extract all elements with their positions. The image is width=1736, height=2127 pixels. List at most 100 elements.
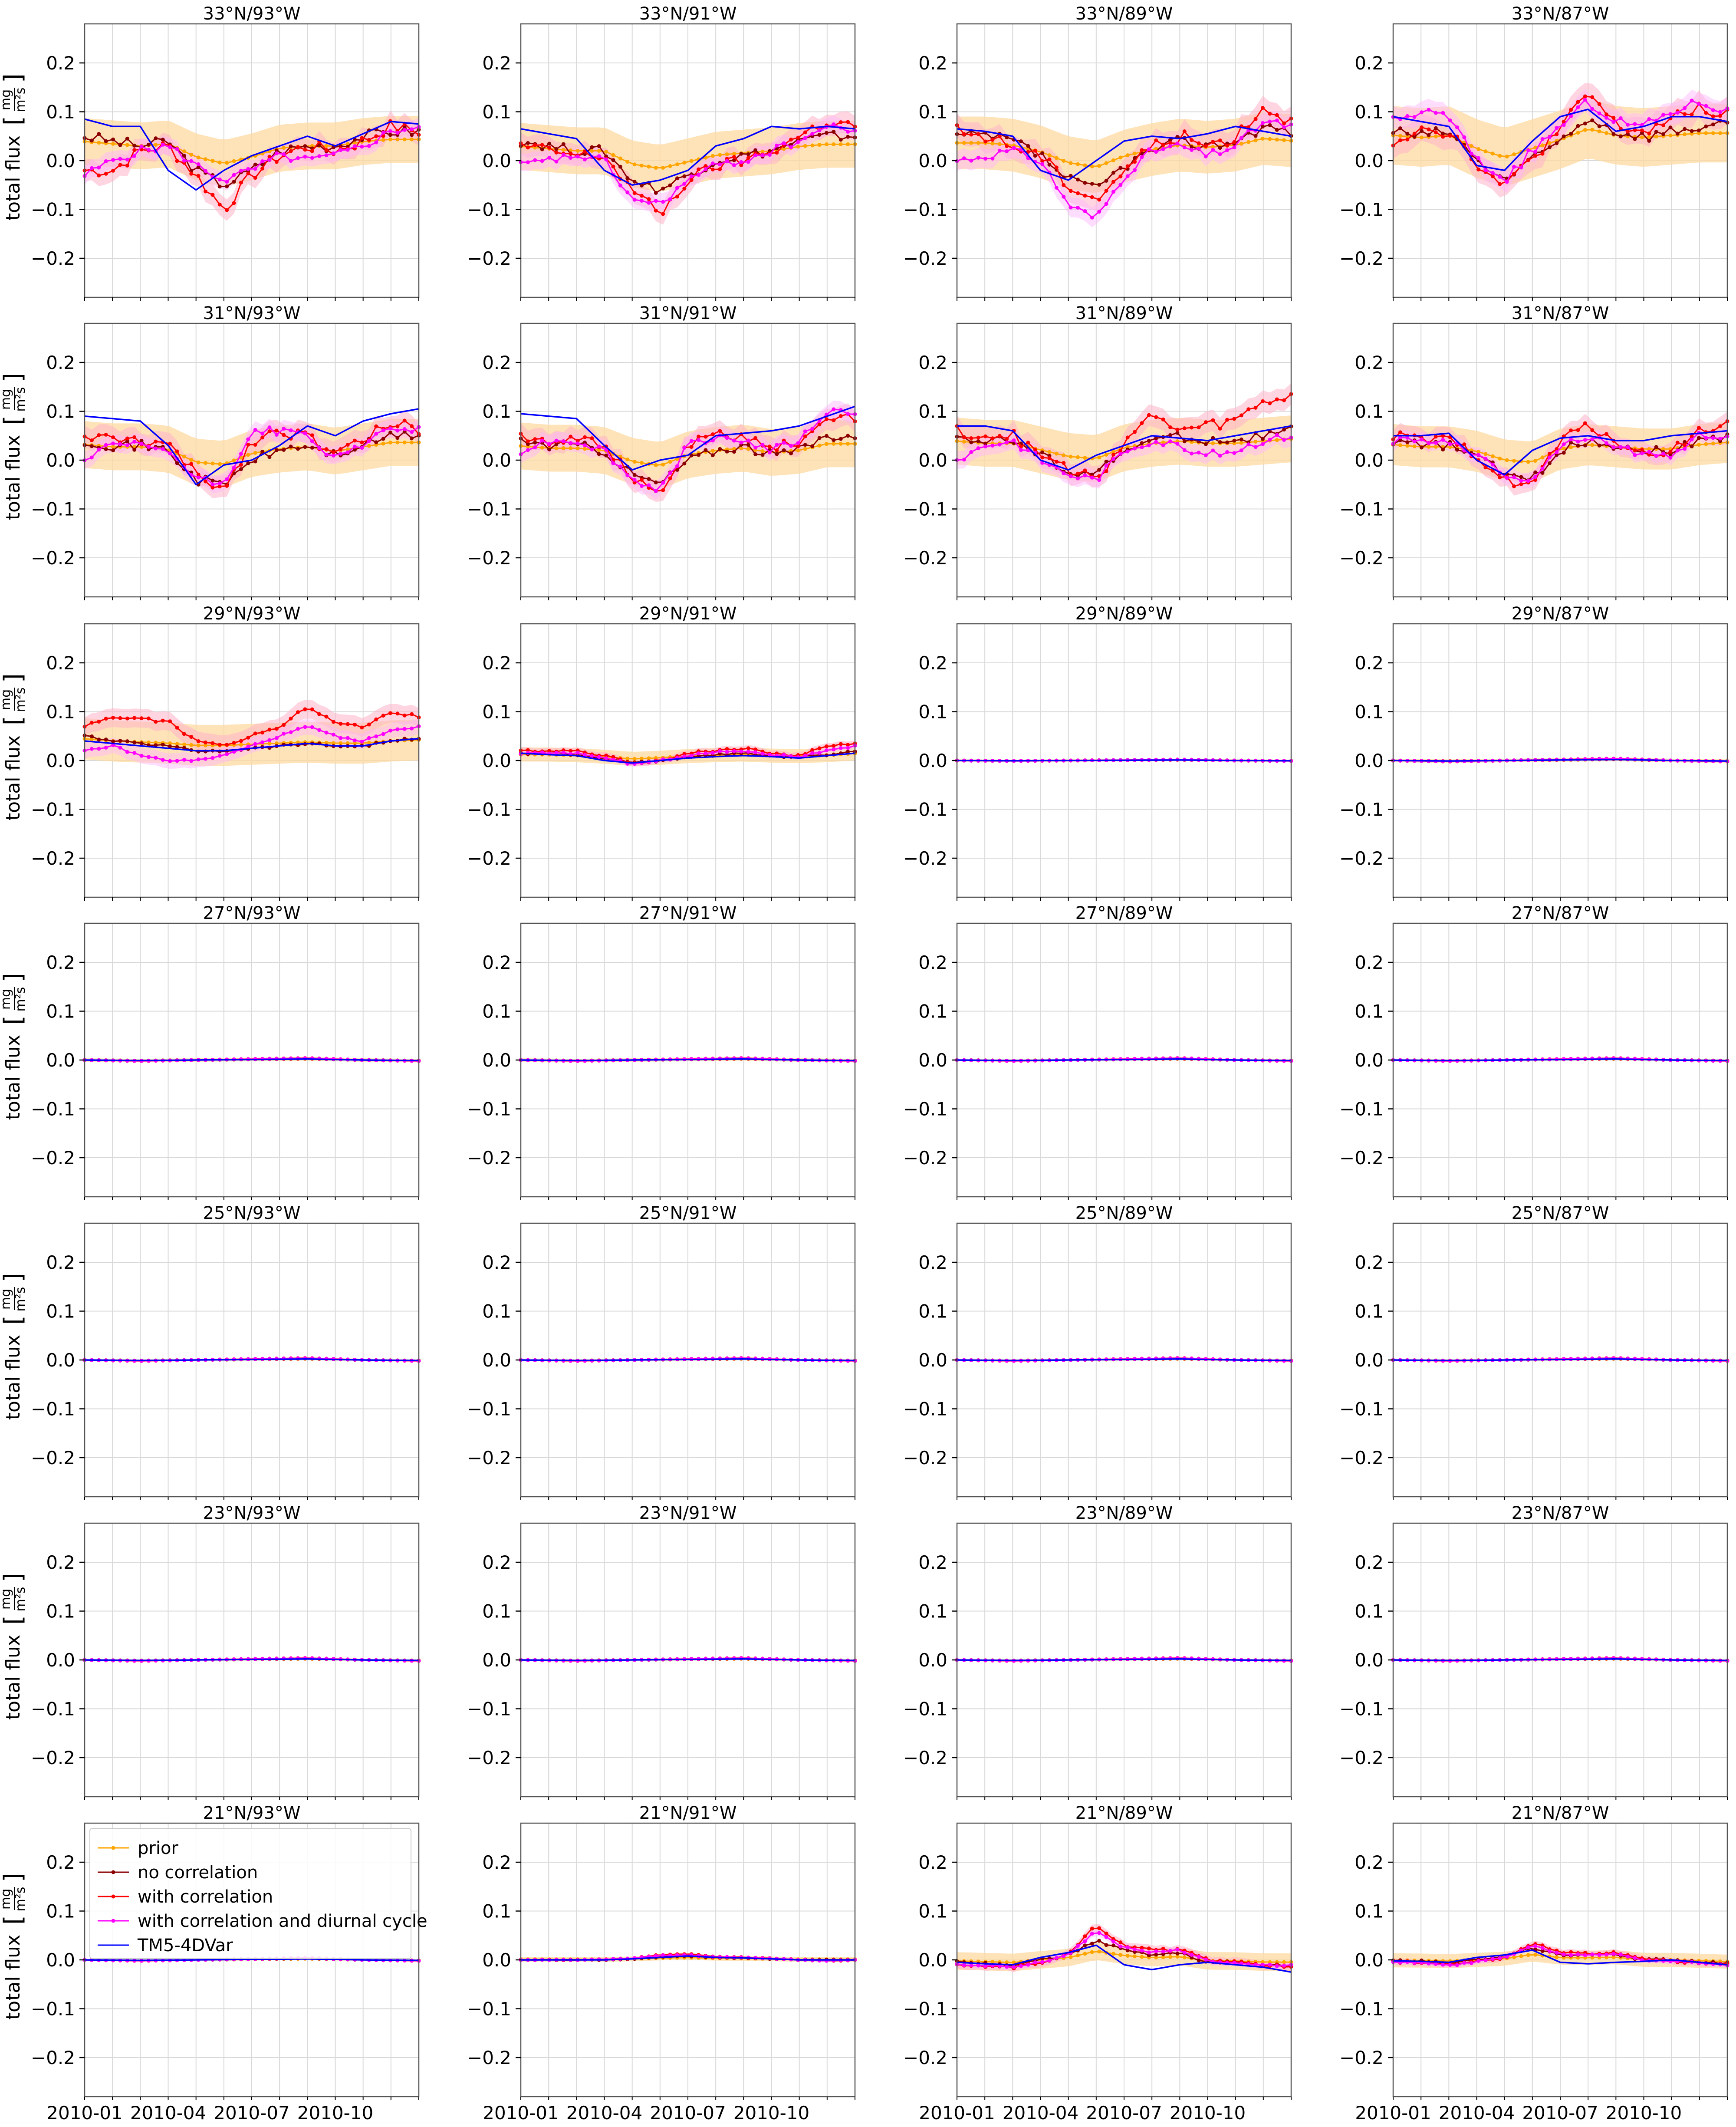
series-no-correlation-point (1218, 440, 1222, 444)
series-diurnal-point (410, 127, 414, 132)
series-with-correlation-point (410, 712, 414, 716)
series-diurnal-point (803, 429, 807, 434)
series-prior-point (1448, 445, 1452, 449)
series-prior-point (111, 142, 115, 146)
series-prior-point (1125, 153, 1130, 158)
series-no-correlation-point (104, 447, 108, 451)
panel-31°N/93°W: 31°N/93°W −0.2 −0.1 0.0 0.1 0.2 total flux mg m²… (0, 303, 421, 600)
series-diurnal-point (1668, 112, 1673, 116)
series-prior-point (1111, 158, 1115, 162)
series-with-correlation-point (1225, 418, 1230, 422)
series-no-correlation-point (146, 142, 151, 147)
y-tick-label: −0.1 (467, 1099, 511, 1120)
series-no-correlation-point (374, 440, 378, 444)
series-with-correlation-point (253, 176, 257, 180)
series-prior-point (89, 737, 94, 741)
series-with-correlation-point (253, 731, 257, 736)
y-tick-label: −0.1 (467, 1399, 511, 1420)
series-prior-point (1239, 142, 1243, 146)
series-diurnal-point (625, 190, 630, 194)
series-with-correlation-point (1253, 117, 1258, 121)
series-diurnal-point (139, 754, 144, 758)
series-diurnal-point (1562, 123, 1566, 127)
panel-29°N/87°W: 29°N/87°W −0.2 −0.1 0.0 0.1 0.2 (1339, 604, 1729, 901)
series-with-correlation-point (1576, 100, 1580, 104)
series-no-correlation-point (1427, 133, 1431, 137)
series-diurnal-point (104, 159, 108, 164)
series-no-correlation-point (168, 744, 172, 749)
series-no-correlation-point (625, 176, 630, 180)
prior-uncertainty-band (957, 112, 1291, 193)
series-diurnal-point (1005, 149, 1009, 153)
y-tick-label: 0.1 (1355, 102, 1384, 123)
series-prior-point (339, 741, 343, 745)
series-diurnal-point (168, 451, 172, 456)
series-prior-point (1512, 458, 1516, 463)
series-diurnal-point (697, 173, 701, 177)
series-diurnal-point (976, 446, 980, 451)
series-no-correlation-point (1562, 451, 1566, 455)
series-diurnal-point (1182, 448, 1187, 452)
series-with-correlation-point (654, 208, 658, 213)
panel-31°N/89°W: 31°N/89°W −0.2 −0.1 0.0 0.1 0.2 (903, 303, 1293, 600)
series-diurnal-point (1218, 152, 1222, 156)
series-with-correlation-point (1118, 449, 1123, 453)
series-with-correlation-point (647, 197, 651, 201)
series-tm5-4dvar (957, 425, 1292, 471)
series-prior-point (204, 157, 208, 161)
series-prior-point (604, 149, 608, 154)
series-diurnal-point (104, 443, 108, 447)
series-prior-point (760, 149, 765, 154)
series-no-correlation-point (210, 478, 215, 483)
series-diurnal-point (675, 186, 679, 190)
series-prior-point (1483, 149, 1488, 154)
series-diurnal-point (1718, 110, 1723, 114)
series-no-correlation-point (1441, 448, 1445, 452)
series-no-correlation-point (1104, 178, 1108, 183)
y-axis-label: total flux mg m²s [] (0, 73, 28, 221)
series-no-correlation-point (1555, 453, 1559, 457)
series-diurnal-point (760, 443, 765, 447)
series-with-correlation-point (168, 441, 172, 446)
y-tick-label: −0.1 (31, 499, 75, 520)
series-prior-point (1047, 153, 1052, 158)
series-no-correlation-point (217, 184, 222, 189)
y-tick-label: −0.2 (31, 1147, 75, 1169)
series-diurnal-point (1483, 456, 1488, 461)
series-with-correlation-point (1246, 407, 1251, 412)
series-prior-point (1405, 444, 1410, 448)
series-with-correlation-point (817, 422, 822, 427)
series-with-correlation-point (388, 711, 392, 715)
series-diurnal-point (345, 736, 350, 740)
series-diurnal-point (1711, 436, 1715, 440)
series-diurnal-point (962, 156, 966, 161)
y-tick-label: 0.2 (46, 53, 75, 74)
series-diurnal-point (1540, 467, 1545, 471)
series-prior-point (345, 741, 350, 745)
series-prior-point (1697, 442, 1701, 447)
series-prior-point (1569, 445, 1573, 450)
series-with-correlation-point (1640, 128, 1644, 132)
series-no-correlation-point (1140, 441, 1144, 445)
series-with-correlation-point (1718, 114, 1723, 118)
series-with-correlation-point (196, 472, 201, 477)
series-prior-point (1054, 451, 1059, 456)
series-with-correlation-point (1604, 432, 1608, 436)
series-with-correlation-point (339, 447, 343, 451)
series-no-correlation-point (832, 130, 836, 134)
series-prior-point (625, 458, 630, 462)
unit-bracket-left: [ (0, 1315, 27, 1325)
y-axis-unit-denominator: m²s (13, 688, 28, 712)
series-prior-point (1590, 443, 1595, 447)
series-diurnal-point (689, 754, 694, 758)
series-with-correlation-point (1661, 123, 1666, 128)
series-no-correlation-point (232, 180, 236, 184)
series-with-correlation-point (324, 714, 329, 719)
series-with-correlation-point (796, 135, 800, 140)
series-prior-point (832, 142, 836, 146)
series-diurnal-point (1604, 441, 1608, 445)
series-no-correlation-point (1218, 146, 1222, 150)
series-with-correlation-point (838, 120, 843, 124)
panel-title: 25°N/89°W (1075, 1203, 1173, 1223)
series-with-correlation-point (1090, 195, 1094, 199)
